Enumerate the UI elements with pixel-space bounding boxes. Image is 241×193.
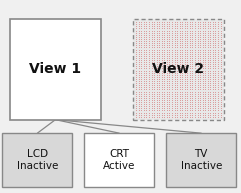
Bar: [133, 19, 224, 120]
Bar: [133, 19, 224, 120]
Text: LCD
Inactive: LCD Inactive: [17, 149, 58, 171]
Bar: [166, 133, 236, 187]
Bar: [84, 133, 154, 187]
Text: View 2: View 2: [152, 63, 204, 76]
Text: View 1: View 1: [29, 63, 81, 76]
Bar: [2, 133, 72, 187]
Text: CRT
Active: CRT Active: [103, 149, 135, 171]
Bar: [10, 19, 101, 120]
Text: TV
Inactive: TV Inactive: [181, 149, 222, 171]
